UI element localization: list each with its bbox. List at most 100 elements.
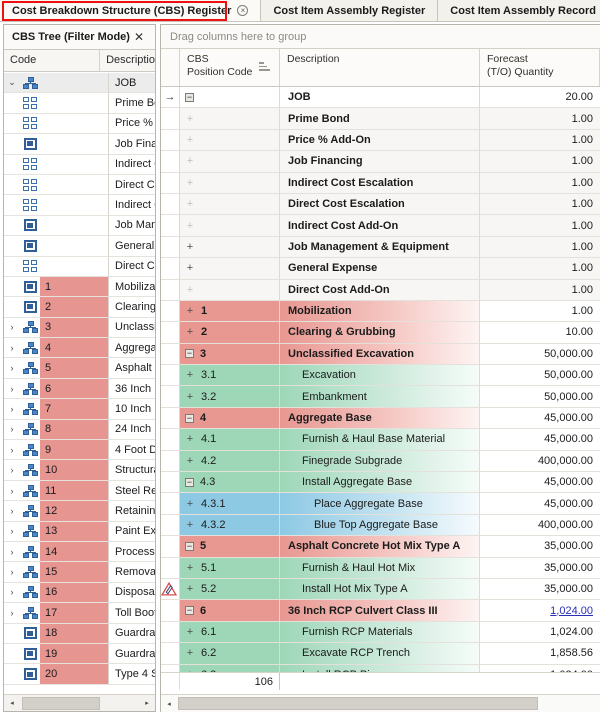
expand-toggle-icon[interactable]: − xyxy=(185,412,194,423)
row-marker-cell[interactable] xyxy=(161,300,180,323)
cbs-position-code-cell[interactable]: −3 xyxy=(180,343,280,366)
description-cell[interactable]: Job Financing xyxy=(280,151,480,173)
table-row[interactable]: +4.1 Furnish & Haul Base Material 45,000.0… xyxy=(161,429,600,451)
forecast-quantity-cell[interactable]: 45,000.00 xyxy=(480,472,600,494)
row-marker-cell[interactable] xyxy=(161,472,180,494)
tree-row-code-cell[interactable]: › 7 xyxy=(4,399,109,420)
tree-row-code-cell[interactable]: 18 xyxy=(4,623,109,644)
cbs-position-code-cell[interactable]: + xyxy=(180,279,280,301)
description-cell[interactable]: Furnish & Haul Hot Mix xyxy=(280,557,480,579)
table-row[interactable]: +3.2 Embankment 50,000.00 xyxy=(161,386,600,408)
tree-row[interactable]: Price % A xyxy=(4,113,155,135)
close-icon[interactable]: × xyxy=(237,5,249,16)
table-row[interactable]: +6.2 Excavate RCP Trench 1,858.56 xyxy=(161,643,600,665)
tree-row[interactable]: 19Guardrail xyxy=(4,643,155,665)
tree-row[interactable]: Job Finan xyxy=(4,134,155,155)
tree-row-code-cell[interactable]: 2 xyxy=(4,297,109,318)
expand-toggle-icon[interactable]: − xyxy=(185,605,194,616)
tree-row-code-cell[interactable]: › 5 xyxy=(4,358,109,379)
expand-toggle-icon[interactable]: + xyxy=(186,369,194,382)
description-cell[interactable]: Price % Add-On xyxy=(280,129,480,152)
forecast-quantity-cell[interactable]: 10.00 xyxy=(480,322,600,344)
tree-row[interactable]: Direct Co xyxy=(4,256,155,277)
tree-row[interactable]: ›710 Inch P xyxy=(4,399,155,420)
forecast-quantity-cell[interactable]: 1,858.56 xyxy=(480,643,600,665)
forecast-quantity-cell[interactable]: 1.00 xyxy=(480,193,600,216)
expander-icon[interactable]: › xyxy=(10,363,14,374)
tree-row-code-cell[interactable] xyxy=(4,195,109,216)
table-row[interactable]: +1 Mobilization 1.00 xyxy=(161,300,600,323)
scroll-right-icon[interactable]: ▸ xyxy=(145,700,149,707)
description-cell[interactable]: Blue Top Aggregate Base xyxy=(280,514,480,537)
row-marker-cell[interactable] xyxy=(161,536,180,558)
description-cell[interactable]: Excavate RCP Trench xyxy=(280,643,480,665)
description-cell[interactable]: Indirect Cost Escalation xyxy=(280,172,480,194)
row-marker-cell[interactable] xyxy=(161,493,180,515)
row-marker-cell[interactable] xyxy=(161,343,180,366)
description-cell[interactable]: 36 Inch RCP Culvert Class III xyxy=(280,600,480,622)
forecast-quantity-cell[interactable]: 1.00 xyxy=(480,108,600,130)
description-cell[interactable]: Embankment xyxy=(280,386,480,408)
forecast-quantity-link[interactable]: 1,024.00 xyxy=(550,604,593,617)
table-row[interactable]: +3.1 Excavation 50,000.00 xyxy=(161,365,600,387)
cbs-position-code-cell[interactable]: +4.1 xyxy=(180,429,280,451)
cbs-position-code-cell[interactable]: + xyxy=(180,129,280,152)
table-row[interactable]: +6.3 Install RCP Pipe 1,024.00 xyxy=(161,664,600,672)
expander-icon[interactable]: › xyxy=(10,403,14,414)
forecast-quantity-cell[interactable]: 45,000.00 xyxy=(480,408,600,430)
table-row[interactable]: + Direct Cost Add-On 1.00 xyxy=(161,279,600,301)
tree-col-description[interactable]: Descriptio xyxy=(106,54,155,66)
description-cell[interactable]: Direct Cost Escalation xyxy=(280,193,480,216)
tree-row-code-cell[interactable]: 1 xyxy=(4,276,109,298)
expander-icon[interactable]: › xyxy=(10,383,14,394)
group-by-bar[interactable]: Drag columns here to group xyxy=(161,25,600,49)
expand-toggle-icon[interactable]: + xyxy=(186,583,194,596)
forecast-quantity-cell[interactable]: 1.00 xyxy=(480,258,600,280)
row-marker-cell[interactable] xyxy=(161,365,180,387)
sort-indicator-icon[interactable] xyxy=(259,62,271,71)
expander-icon[interactable]: › xyxy=(10,587,14,598)
row-marker-cell[interactable] xyxy=(161,514,180,537)
tree-row-code-cell[interactable]: › 9 xyxy=(4,440,109,461)
cbs-position-code-cell[interactable]: +4.3.1 xyxy=(180,493,280,515)
close-icon[interactable]: ✕ xyxy=(133,30,144,44)
tree-row[interactable]: › 10Structura xyxy=(4,460,155,481)
description-cell[interactable]: JOB xyxy=(280,87,480,109)
cbs-position-code-cell[interactable]: +3.2 xyxy=(180,386,280,408)
row-marker-cell[interactable] xyxy=(161,386,180,408)
description-cell[interactable]: General Expense xyxy=(280,258,480,280)
cbs-position-code-cell[interactable]: + xyxy=(180,151,280,173)
tab-cost-item-assembly-register[interactable]: Cost Item Assembly Register xyxy=(261,0,439,21)
expand-toggle-icon[interactable]: + xyxy=(186,219,194,232)
row-marker-cell[interactable] xyxy=(161,279,180,301)
cbs-position-code-cell[interactable]: + xyxy=(180,108,280,130)
scroll-left-icon[interactable]: ◂ xyxy=(167,700,171,708)
row-marker-cell[interactable] xyxy=(161,151,180,173)
description-cell[interactable]: Furnish & Haul Base Material xyxy=(280,429,480,451)
table-row[interactable]: +6.1 Furnish RCP Materials 1,024.00 xyxy=(161,621,600,644)
expand-toggle-icon[interactable]: + xyxy=(186,262,194,275)
tab-cost-item-assembly-record[interactable]: Cost Item Assembly Record xyxy=(438,0,600,21)
tree-row[interactable]: 20 Type 4 S xyxy=(4,664,155,685)
expand-toggle-icon[interactable]: − xyxy=(185,540,194,551)
description-cell[interactable]: Excavation xyxy=(280,365,480,387)
expand-toggle-icon[interactable]: + xyxy=(186,176,194,189)
tree-row-code-cell[interactable] xyxy=(4,215,109,237)
table-row[interactable]: +5.1 Furnish & Haul Hot Mix 35,000.00 xyxy=(161,557,600,579)
table-row[interactable]: + Job Management & Equipment 1.00 xyxy=(161,236,600,259)
tab-cbs-register[interactable]: Cost Breakdown Structure (CBS) Register … xyxy=(0,0,262,21)
description-cell[interactable]: Place Aggregate Base xyxy=(280,493,480,515)
grid-rows[interactable]: → − JOB 20.00 + Prime Bond 1.00 + Price % Add-On… xyxy=(161,87,600,672)
row-marker-cell[interactable] xyxy=(161,215,180,237)
tree-row-code-cell[interactable]: › 13 xyxy=(4,521,109,542)
tree-row-code-cell[interactable] xyxy=(4,134,109,155)
forecast-quantity-cell[interactable]: 45,000.00 xyxy=(480,429,600,451)
tree-row[interactable]: Job Mana xyxy=(4,215,155,237)
scroll-left-icon[interactable]: ◂ xyxy=(10,700,14,707)
tree-row-code-cell[interactable]: 20 xyxy=(4,664,109,685)
tree-row-code-cell[interactable]: › 15 xyxy=(4,562,109,583)
expand-toggle-icon[interactable]: + xyxy=(186,647,194,660)
